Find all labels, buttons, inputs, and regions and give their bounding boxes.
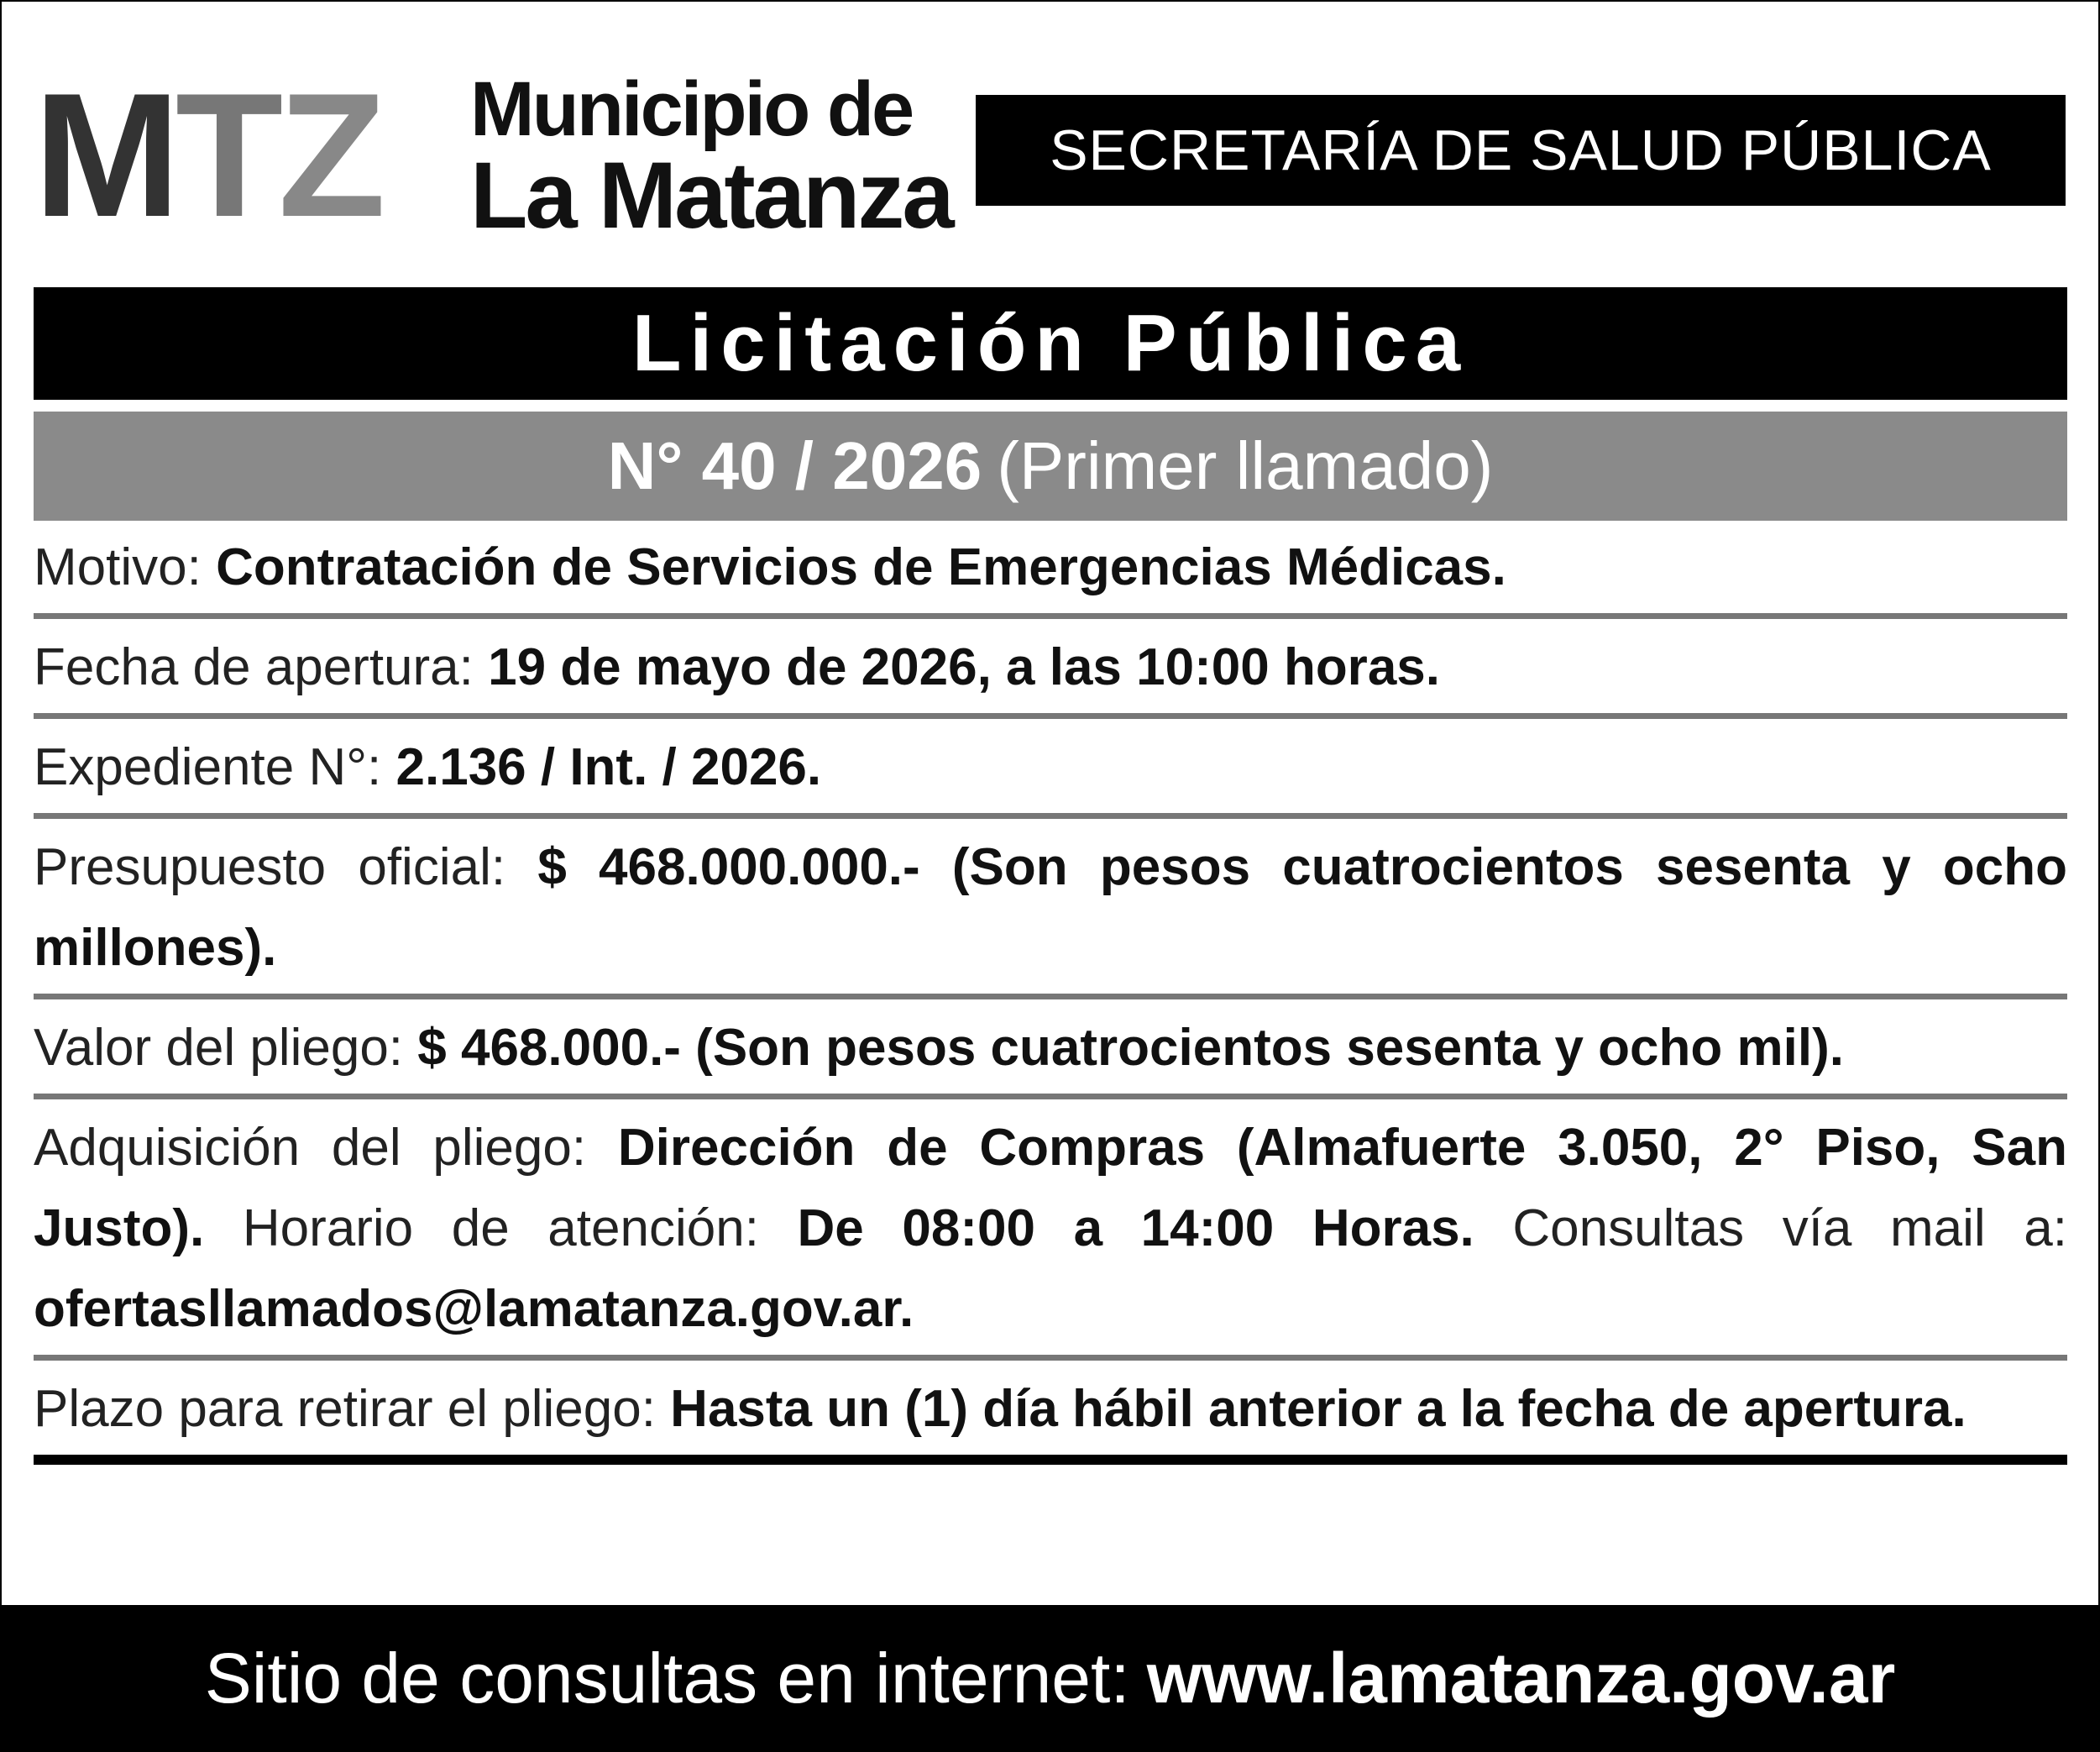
footer-label: Sitio de consultas en internet: [204,1639,1130,1718]
municipio-logo: MTZ Municipio de La Matanza [34,56,957,254]
details-list: Motivo: Contratación de Servicios de Eme… [34,527,2067,1473]
row-fecha-apertura: Fecha de apertura: 19 de mayo de 2026, a… [34,627,2067,719]
row-plazo: Plazo para retirar el pliego: Hasta un (… [34,1369,2067,1465]
website-link[interactable]: www.lamatanza.gov.ar [1146,1639,1896,1718]
tender-number-main: N° 40 / 2026 [607,428,982,503]
row-expediente: Expediente N°: 2.136 / Int. / 2026. [34,727,2067,819]
page-title: Licitación Pública [34,287,2067,400]
row-adquisicion: Adquisición del pliego: Dirección de Com… [34,1108,2067,1361]
department-banner: SECRETARÍA DE SALUD PÚBLICA [976,95,2066,206]
tender-call-note: (Primer llamado) [997,428,1494,503]
footer-banner: Sitio de consultas en internet: www.lama… [0,1605,2100,1752]
mtz-logo-mark: MTZ [34,56,386,254]
row-motivo: Motivo: Contratación de Servicios de Eme… [34,527,2067,619]
row-presupuesto: Presupuesto oficial: $ 468.000.000.- (So… [34,827,2067,999]
logo-text: Municipio de La Matanza [470,66,955,248]
tender-number: N° 40 / 2026 (Primer llamado) [34,412,2067,521]
contact-email[interactable]: ofertasllamados@lamatanza.gov.ar. [34,1280,914,1338]
row-valor-pliego: Valor del pliego: $ 468.000.- (Son pesos… [34,1008,2067,1099]
